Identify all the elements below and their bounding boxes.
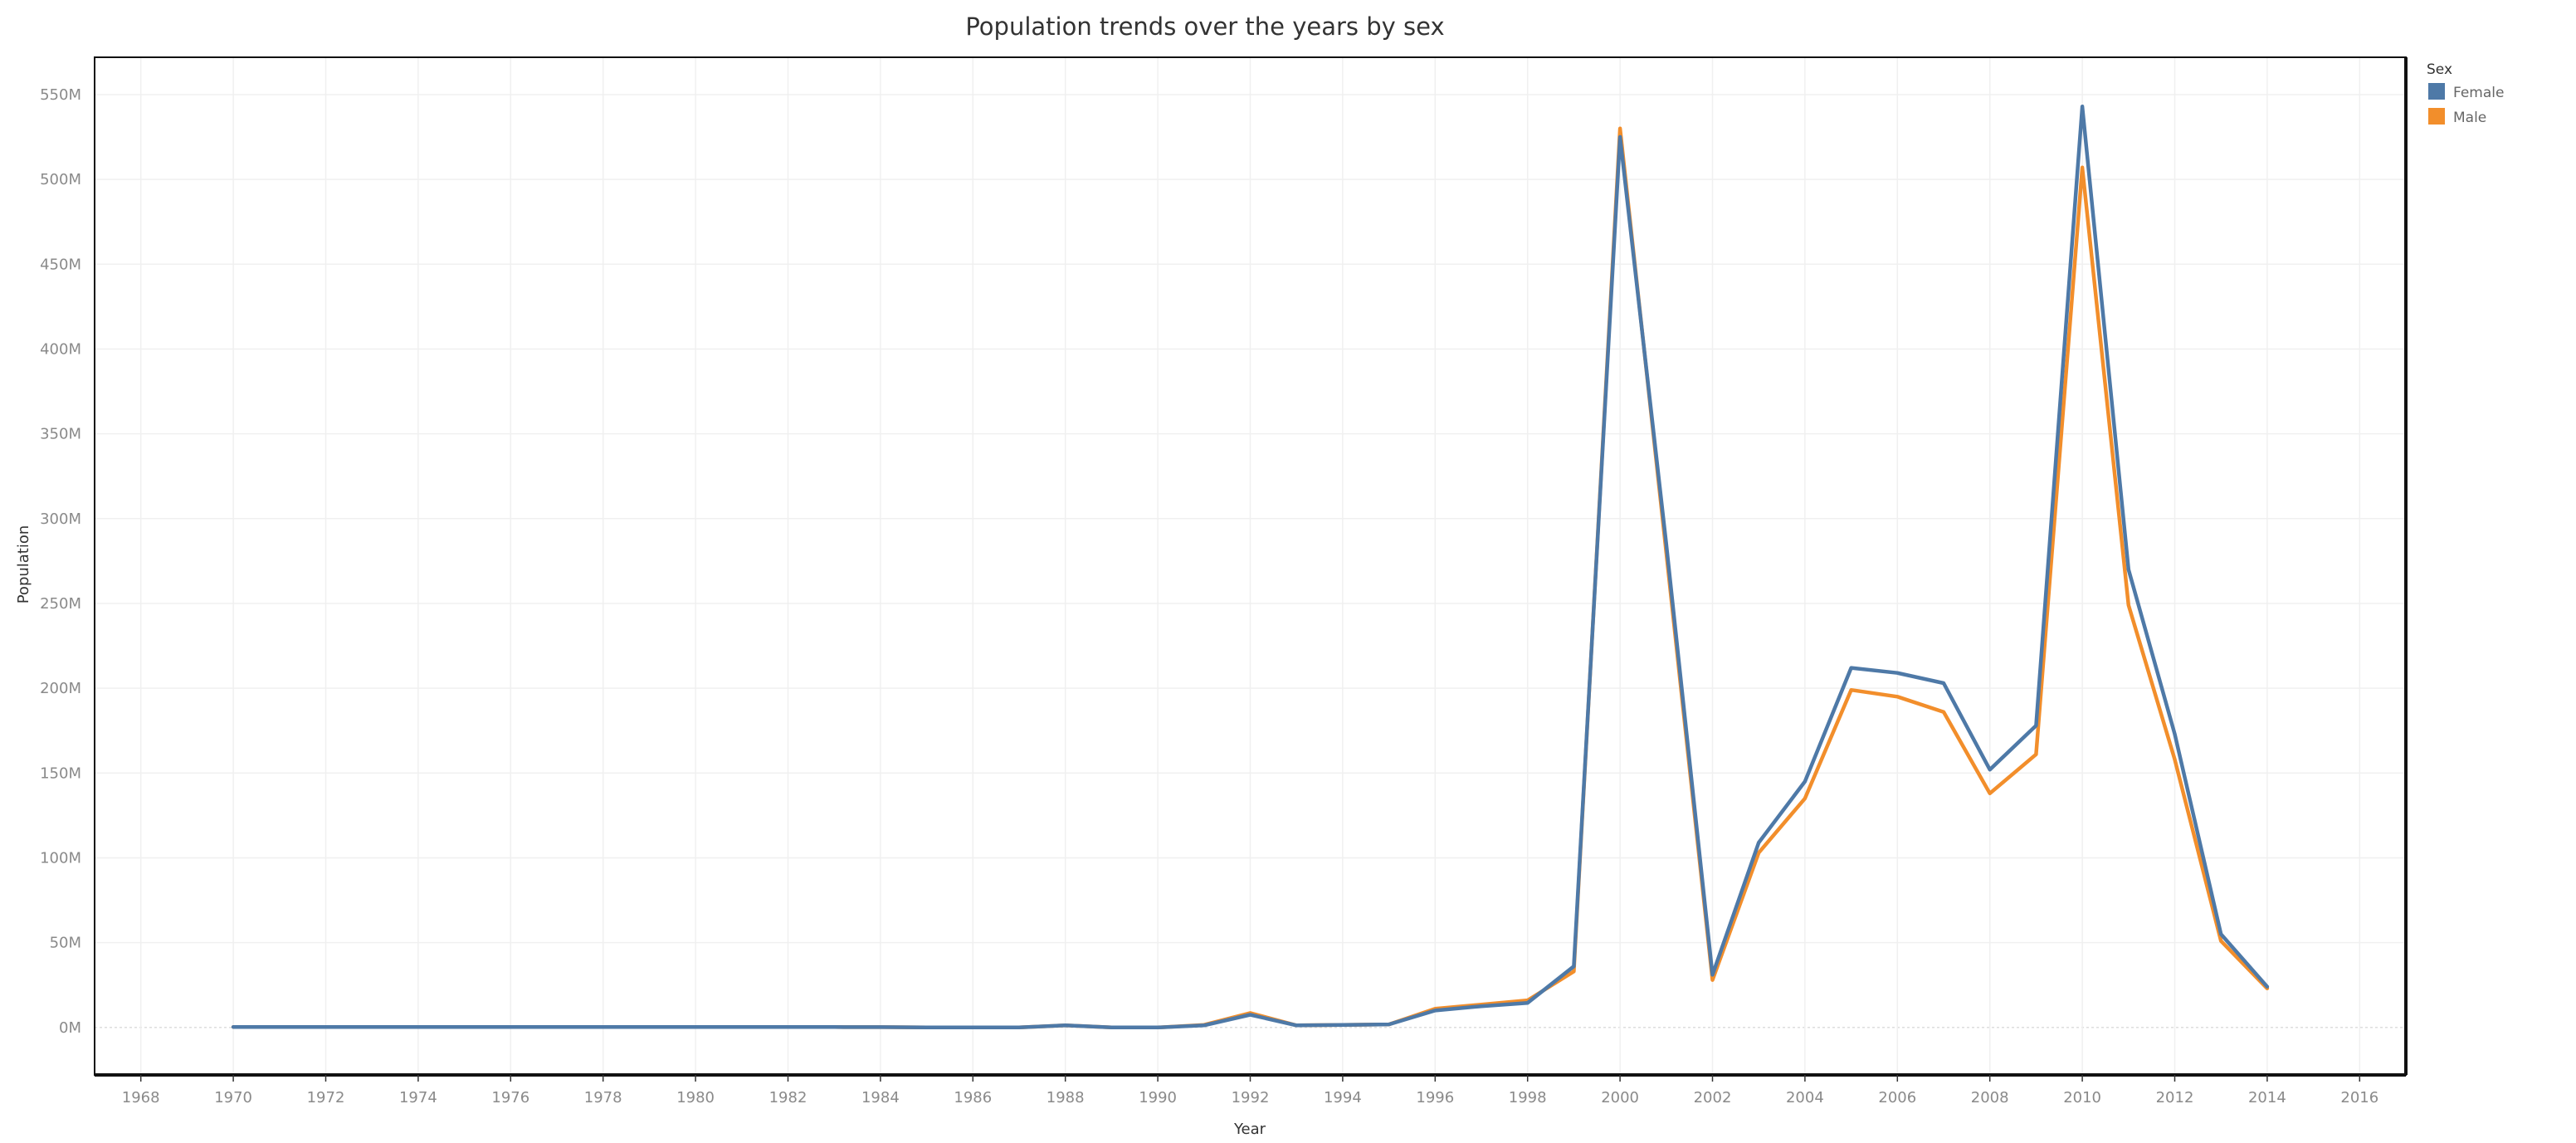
legend: Sex Female Male [2427,61,2504,126]
y-tick-label: 200M [40,680,81,697]
x-tick-label: 1988 [1046,1089,1085,1106]
x-tick-label: 1970 [214,1089,252,1106]
x-tick-label: 1984 [861,1089,900,1106]
x-tick-label: 2016 [2340,1089,2378,1106]
y-tick-label: 300M [40,510,81,528]
y-tick-label: 450M [40,256,81,273]
x-tick-label: 1990 [1139,1089,1177,1106]
y-tick-label: 250M [40,595,81,613]
legend-swatch-female [2428,83,2445,100]
x-tick-label: 2014 [2248,1089,2286,1106]
y-tick-label: 350M [40,426,81,443]
x-axis-ticks: 1968 1970 1972 1974 1976 1978 1980 1982 1984 1986… [122,1075,2378,1106]
x-axis-label: Year [1233,1121,1266,1138]
x-tick-label: 1978 [584,1089,622,1106]
x-tick-label: 2010 [2063,1089,2101,1106]
y-axis-ticks: 0M 50M 100M 150M 200M 250M 300M 350M 400M 450M 500… [40,86,81,1037]
x-tick-label: 2012 [2156,1089,2194,1106]
y-tick-label: 100M [40,849,81,867]
series-lines [231,105,2270,1030]
x-tick-label: 1976 [491,1089,529,1106]
x-tick-label: 1968 [122,1089,160,1106]
y-tick-label: 550M [40,86,81,104]
y-tick-label: 50M [50,935,81,952]
chart-title: Population trends over the years by sex [965,12,1444,41]
y-axis-label: Population [15,525,32,604]
y-tick-label: 150M [40,764,81,782]
x-tick-label: 1980 [676,1089,715,1106]
legend-title: Sex [2427,61,2452,78]
x-tick-label: 1994 [1324,1089,1362,1106]
x-tick-label: 1996 [1416,1089,1454,1106]
x-tick-label: 2004 [1786,1089,1824,1106]
x-tick-label: 2000 [1601,1089,1639,1106]
y-tick-label: 400M [40,340,81,358]
x-tick-label: 1974 [399,1089,437,1106]
gridlines [95,57,2406,1075]
x-tick-label: 2008 [1971,1089,2009,1106]
x-tick-label: 1982 [769,1089,807,1106]
x-tick-label: 2006 [1878,1089,1916,1106]
x-tick-label: 1992 [1232,1089,1270,1106]
x-tick-label: 1998 [1509,1089,1547,1106]
legend-swatch-male [2428,108,2445,125]
series-line-female [231,105,2270,1030]
x-tick-label: 2002 [1694,1089,1732,1106]
y-tick-label: 0M [59,1019,81,1037]
x-tick-label: 1972 [307,1089,345,1106]
x-tick-label: 1986 [954,1089,992,1106]
y-tick-label: 500M [40,171,81,188]
legend-label-male: Male [2453,110,2486,126]
legend-label-female: Female [2453,85,2504,101]
